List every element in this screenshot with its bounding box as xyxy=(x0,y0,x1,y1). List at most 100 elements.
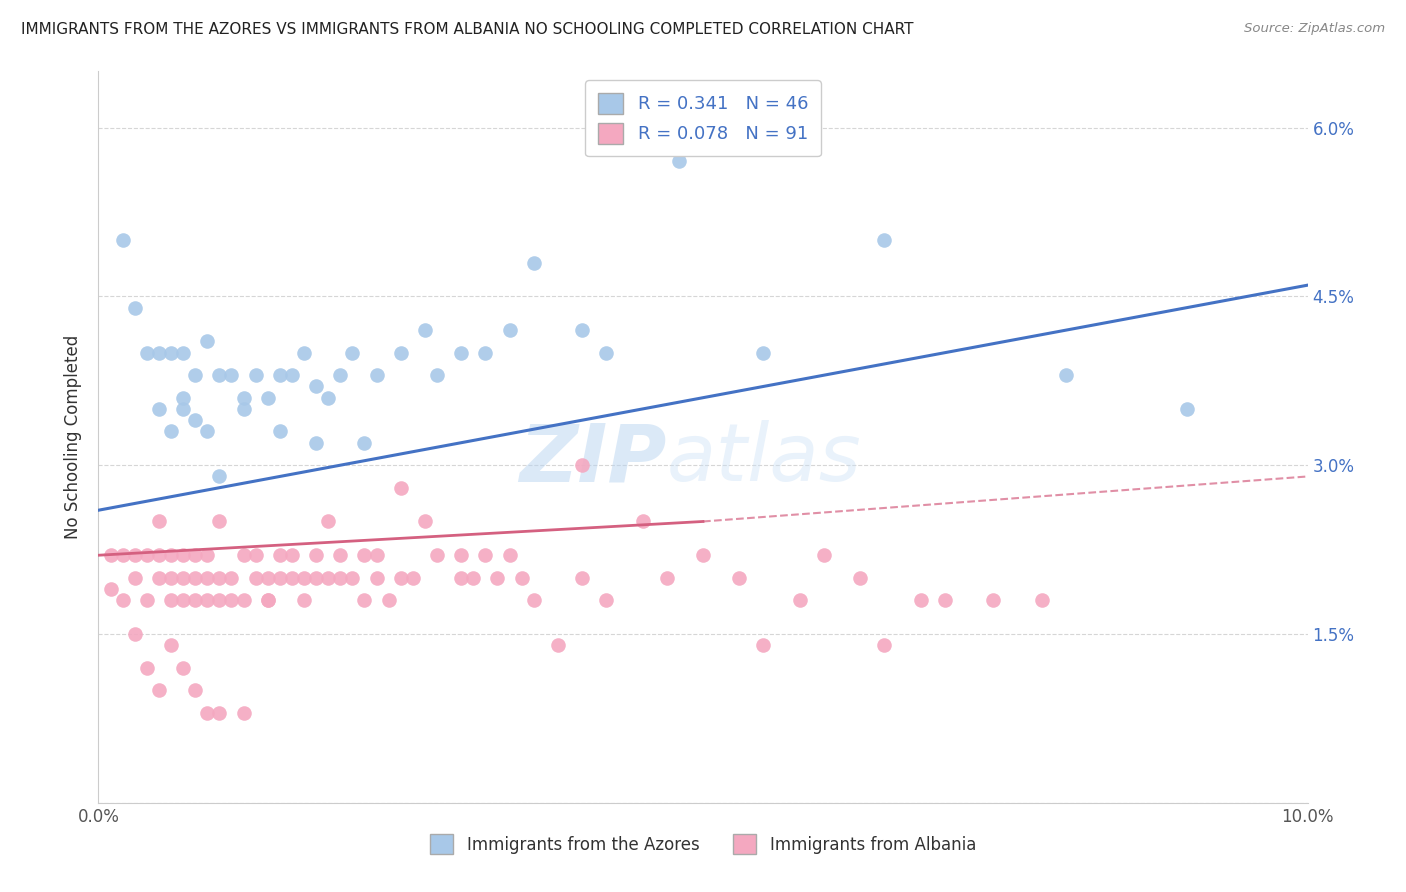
Point xyxy=(256,571,278,585)
Point xyxy=(208,368,231,383)
Point xyxy=(789,593,811,607)
Point xyxy=(329,571,352,585)
Point xyxy=(269,571,291,585)
Point xyxy=(752,638,775,652)
Point xyxy=(305,435,328,450)
Point xyxy=(269,548,291,562)
Point xyxy=(413,515,436,529)
Point xyxy=(184,593,207,607)
Point xyxy=(124,627,146,641)
Point xyxy=(135,661,157,675)
Point xyxy=(366,571,388,585)
Point xyxy=(160,425,183,439)
Point xyxy=(195,548,218,562)
Text: IMMIGRANTS FROM THE AZORES VS IMMIGRANTS FROM ALBANIA NO SCHOOLING COMPLETED COR: IMMIGRANTS FROM THE AZORES VS IMMIGRANTS… xyxy=(21,22,914,37)
Point xyxy=(148,683,170,698)
Point xyxy=(498,548,520,562)
Point xyxy=(305,571,328,585)
Point xyxy=(329,368,352,383)
Point xyxy=(184,548,207,562)
Point xyxy=(474,345,496,359)
Point xyxy=(571,571,593,585)
Point xyxy=(292,345,315,359)
Point xyxy=(172,661,194,675)
Text: atlas: atlas xyxy=(666,420,862,498)
Point xyxy=(595,593,617,607)
Point xyxy=(172,593,194,607)
Point xyxy=(1175,401,1198,416)
Point xyxy=(160,548,183,562)
Point xyxy=(172,401,194,416)
Point xyxy=(160,571,183,585)
Point xyxy=(245,368,267,383)
Point xyxy=(232,391,254,405)
Point xyxy=(160,638,183,652)
Point xyxy=(668,154,690,169)
Point xyxy=(849,571,872,585)
Point xyxy=(413,323,436,337)
Point xyxy=(184,683,207,698)
Y-axis label: No Schooling Completed: No Schooling Completed xyxy=(65,335,83,539)
Point xyxy=(245,548,267,562)
Point xyxy=(256,593,278,607)
Text: ZIP: ZIP xyxy=(519,420,666,498)
Point xyxy=(281,571,304,585)
Point xyxy=(221,571,243,585)
Point xyxy=(195,593,218,607)
Point xyxy=(135,345,157,359)
Point xyxy=(208,515,231,529)
Point xyxy=(195,571,218,585)
Point xyxy=(184,368,207,383)
Point xyxy=(111,548,134,562)
Point xyxy=(221,368,243,383)
Point xyxy=(571,458,593,473)
Point xyxy=(269,425,291,439)
Point xyxy=(160,593,183,607)
Point xyxy=(135,548,157,562)
Point xyxy=(195,334,218,349)
Point xyxy=(172,391,194,405)
Point xyxy=(450,571,472,585)
Point xyxy=(148,515,170,529)
Point xyxy=(184,571,207,585)
Point xyxy=(124,571,146,585)
Point xyxy=(208,706,231,720)
Point xyxy=(655,571,678,585)
Point xyxy=(172,548,194,562)
Point xyxy=(523,593,546,607)
Point xyxy=(450,548,472,562)
Point xyxy=(256,391,278,405)
Point xyxy=(316,391,339,405)
Point xyxy=(571,323,593,337)
Point xyxy=(910,593,932,607)
Point xyxy=(342,345,364,359)
Point xyxy=(195,706,218,720)
Point xyxy=(135,593,157,607)
Point xyxy=(486,571,509,585)
Point xyxy=(547,638,569,652)
Point xyxy=(342,571,364,585)
Point xyxy=(124,301,146,315)
Point xyxy=(292,571,315,585)
Point xyxy=(498,323,520,337)
Point xyxy=(389,345,412,359)
Point xyxy=(329,548,352,562)
Point xyxy=(208,593,231,607)
Point xyxy=(752,345,775,359)
Point xyxy=(316,515,339,529)
Point xyxy=(426,368,449,383)
Point xyxy=(873,233,896,247)
Point xyxy=(595,345,617,359)
Point xyxy=(873,638,896,652)
Point xyxy=(281,548,304,562)
Point xyxy=(245,571,267,585)
Point xyxy=(100,582,122,596)
Point xyxy=(692,548,714,562)
Point xyxy=(728,571,751,585)
Legend: Immigrants from the Azores, Immigrants from Albania: Immigrants from the Azores, Immigrants f… xyxy=(423,828,983,860)
Point xyxy=(111,593,134,607)
Point xyxy=(981,593,1004,607)
Point xyxy=(463,571,485,585)
Point xyxy=(934,593,956,607)
Point xyxy=(316,571,339,585)
